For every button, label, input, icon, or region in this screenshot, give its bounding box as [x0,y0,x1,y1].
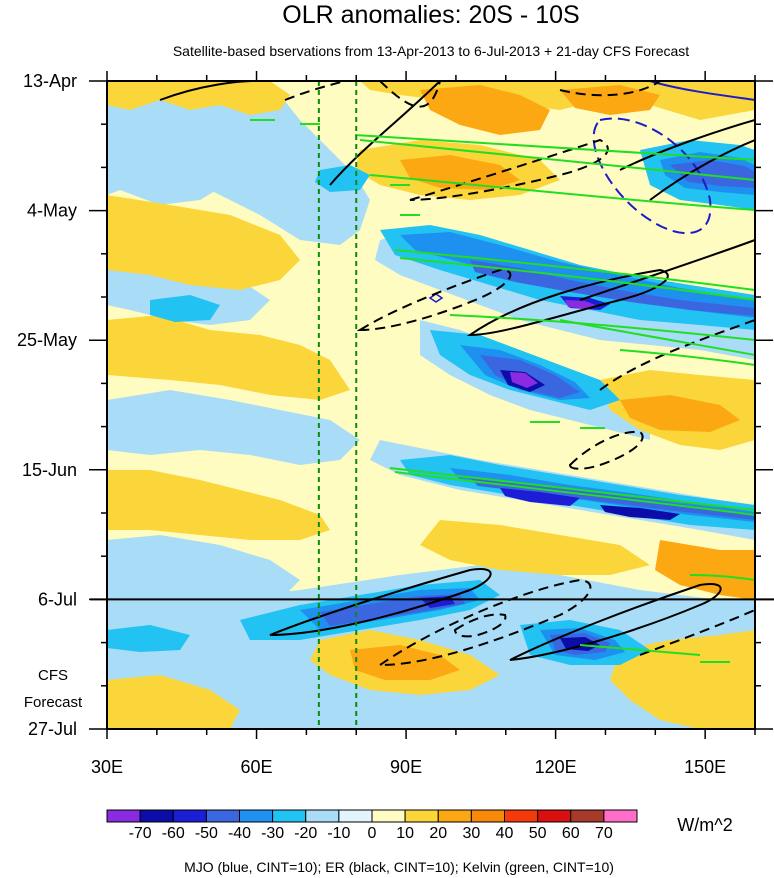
colorbar-box [404,809,439,823]
forecast-label-line1: CFS [38,667,68,684]
y-tick-label: 27-Jul [28,719,77,739]
x-tick-label: 30E [91,757,123,777]
colorbar-label: -10 [327,825,350,842]
colorbar-box [470,809,505,823]
colorbar-box [371,809,406,823]
y-tick-label: 6-Jul [38,589,77,609]
forecast-label-line2: Forecast [24,694,83,711]
colorbar-box [437,809,472,823]
colorbar-label: -70 [129,825,152,842]
x-tick-label: 120E [535,757,577,777]
y-axis: 13-Apr 4-May 25-May 15-Jun 6-Jul 27-Jul [17,71,773,739]
colorbar-box [272,809,307,823]
colorbar-label: 40 [496,825,514,842]
y-tick-label: 4-May [27,201,77,221]
y-tick-label: 15-Jun [22,460,77,480]
plot-frame [106,80,756,730]
colorbar-label: 20 [429,825,447,842]
y-tick-label: 25-May [17,330,77,350]
colorbar-label: -50 [195,825,218,842]
colorbar-label: -30 [261,825,284,842]
colorbar-label: 70 [595,825,613,842]
colorbar-box [239,809,274,823]
colorbar-label: 0 [368,825,377,842]
kelvin-contours [250,119,755,663]
colorbar-label: 30 [462,825,480,842]
colorbar-box [504,809,539,823]
colorbar-box [172,809,207,823]
x-tick-label: 60E [241,757,273,777]
colorbar-box [139,809,174,823]
colorbar-units: W/m^2 [677,815,732,835]
colorbar-box [570,809,605,823]
x-axis: 30E 60E 90E 120E 150E [91,71,756,777]
colorbar-label: 60 [562,825,580,842]
x-tick-label: 90E [390,757,422,777]
colorbar-box [537,809,572,823]
chart-title: OLR anomalies: 20S - 10S [282,1,579,29]
colorbar-box [338,809,373,823]
colorbar-label: -60 [162,825,185,842]
colorbar-label: -20 [294,825,317,842]
colorbar: -70 -60 -50 -40 -30 -20 -10 0 10 20 30 40 50 60 70 [106,809,638,842]
colorbar-box [106,809,141,823]
y-tick-label: 13-Apr [23,71,77,91]
colorbar-label: 10 [396,825,414,842]
colorbar-box [205,809,240,823]
er-contours [159,81,755,667]
mjo-contours [428,81,755,303]
chart-subtitle: Satellite-based bservations from 13-Apr-… [173,43,689,59]
colorbar-box [603,809,638,823]
plot-area [107,81,755,729]
colorbar-label: -40 [228,825,251,842]
x-tick-label: 150E [684,757,726,777]
colorbar-label: 50 [529,825,547,842]
contour-caption: MJO (blue, CINT=10); ER (black, CINT=10)… [184,859,614,875]
colorbar-box [305,809,340,823]
